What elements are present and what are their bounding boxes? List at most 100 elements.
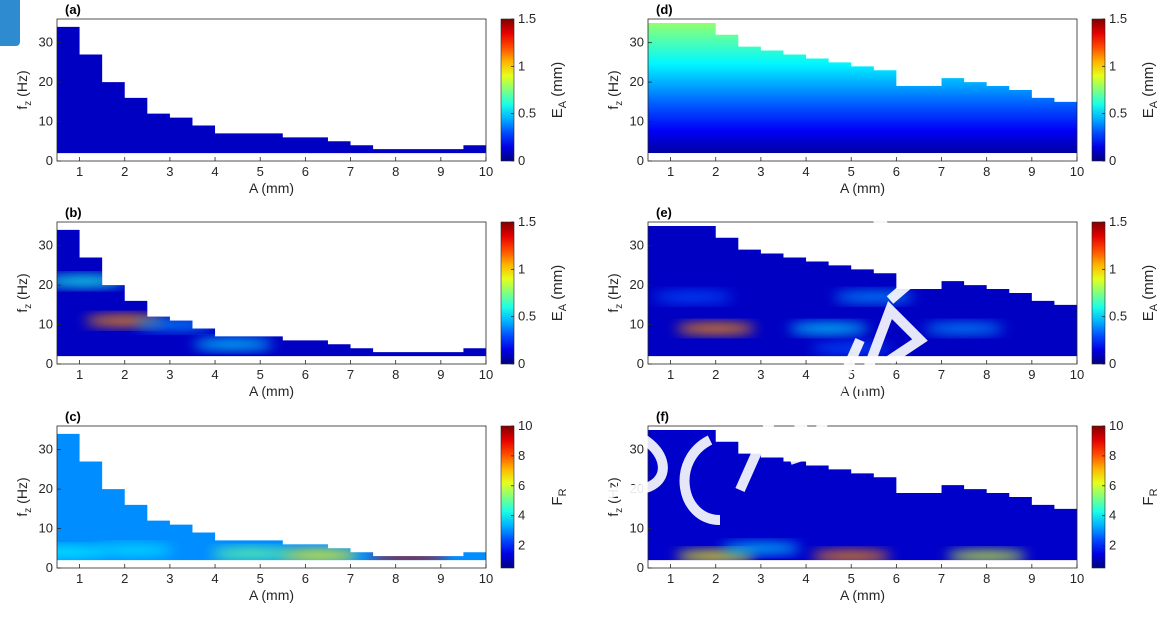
x-tick-label: 2 (712, 367, 719, 382)
panel-c: 1 2 3 4 5 6 7 8 9 10 0 10 20 30 A (mm) fz (Hz) (c) 2 4 6 8 10… (14, 409, 569, 603)
colorbar-tick-label: 4 (518, 508, 525, 523)
panel-f: 1 2 3 4 5 6 7 8 9 10 0 10 20 30 A (mm) fz (Hz) (f) 2 4 6 8 10… (605, 409, 1160, 603)
hotspot-1 (788, 323, 869, 334)
x-tick-label: 3 (757, 571, 764, 586)
panel-b: 1 2 3 4 5 6 7 8 9 10 0 10 20 30 A (mm) fz (Hz) (b) 0 0.5 1 1… (14, 205, 569, 399)
y-axis-label: fz (Hz) (14, 477, 34, 516)
x-tick-label: 6 (302, 367, 309, 382)
colorbar (1091, 18, 1106, 162)
heatmap-field (648, 22, 1077, 154)
heatmap-field (648, 225, 1077, 357)
x-tick-label: 6 (302, 571, 309, 586)
colorbar-tick-label: 8 (518, 448, 525, 463)
x-tick-label: 2 (121, 164, 128, 179)
heatmap-field (57, 229, 486, 357)
x-tick-label: 2 (712, 164, 719, 179)
colorbar-label: EA (mm) (549, 265, 569, 322)
colorbar-tick-label: 2 (518, 538, 525, 553)
y-tick-label: 30 (630, 35, 644, 50)
x-axis-label: A (mm) (840, 180, 885, 196)
x-tick-label: 3 (166, 571, 173, 586)
x-tick-label: 7 (938, 367, 945, 382)
hotspot-2 (924, 323, 1005, 334)
colorbar-tick-label: 2 (1109, 538, 1116, 553)
colorbar-tick-label: 1 (1109, 261, 1116, 276)
x-tick-label: 10 (1070, 367, 1084, 382)
y-tick-label: 30 (39, 442, 53, 457)
x-tick-label: 4 (211, 164, 218, 179)
x-tick-label: 9 (1028, 367, 1035, 382)
x-tick-label: 8 (392, 367, 399, 382)
colorbar-tick-label: 1.5 (518, 214, 536, 229)
axes-box (56, 425, 487, 569)
y-tick-label: 20 (39, 277, 53, 292)
colorbar (1091, 425, 1106, 569)
colorbar-label: FR (1140, 488, 1160, 505)
colorbar-tick-label: 0 (1109, 356, 1116, 371)
colorbar-tick-label: 1 (518, 261, 525, 276)
x-tick-label: 9 (1028, 571, 1035, 586)
hotspot-1 (278, 550, 359, 561)
y-tick-label: 10 (630, 317, 644, 332)
y-tick-label: 0 (637, 560, 644, 575)
colorbar (500, 221, 515, 365)
x-tick-label: 9 (437, 367, 444, 382)
colorbar-tick-label: 6 (518, 478, 525, 493)
colorbar-label: EA (mm) (1140, 62, 1160, 119)
axes-box (647, 18, 1078, 162)
x-tick-label: 6 (893, 164, 900, 179)
hotspot-0 (811, 551, 892, 561)
panel-label: (d) (656, 2, 673, 17)
y-tick-label: 0 (46, 356, 53, 371)
colorbar-tick-label: 6 (1109, 478, 1116, 493)
panel-d: 1 2 3 4 5 6 7 8 9 10 0 10 20 30 A (mm) fz (Hz) (d) 0 0.5 1 1… (605, 2, 1160, 196)
x-tick-label: 2 (121, 571, 128, 586)
colorbar (500, 18, 515, 162)
y-tick-label: 30 (39, 35, 53, 50)
y-tick-label: 20 (630, 277, 644, 292)
x-tick-label: 5 (848, 571, 855, 586)
x-tick-label: 7 (347, 571, 354, 586)
panel-label: (b) (65, 205, 82, 220)
colorbar-tick-label: 0 (1109, 153, 1116, 168)
y-axis-label: fz (Hz) (605, 477, 625, 516)
x-tick-label: 10 (1070, 164, 1084, 179)
x-tick-label: 7 (347, 164, 354, 179)
x-axis-label: A (mm) (840, 383, 885, 399)
colorbar-tick-label: 1.5 (1109, 214, 1127, 229)
y-tick-label: 30 (630, 442, 644, 457)
hotspot-3 (720, 543, 801, 554)
colorbar-label: FR (549, 488, 569, 505)
y-tick-label: 10 (630, 114, 644, 129)
y-axis-label: fz (Hz) (605, 273, 625, 312)
x-tick-label: 5 (257, 164, 264, 179)
x-tick-label: 1 (667, 571, 674, 586)
hotspot-0 (675, 323, 756, 334)
x-tick-label: 4 (211, 367, 218, 382)
x-tick-label: 8 (983, 367, 990, 382)
colorbar-tick-label: 10 (518, 418, 532, 433)
hotspot-3 (134, 319, 215, 330)
y-tick-label: 30 (39, 238, 53, 253)
x-axis-label: A (mm) (249, 587, 294, 603)
x-tick-label: 10 (479, 571, 493, 586)
x-tick-label: 6 (893, 367, 900, 382)
x-tick-label: 3 (166, 367, 173, 382)
hotspot-1 (675, 551, 756, 561)
x-tick-label: 5 (257, 367, 264, 382)
colorbar-tick-label: 0.5 (1109, 106, 1127, 121)
x-tick-label: 9 (1028, 164, 1035, 179)
x-tick-label: 4 (802, 367, 809, 382)
colorbar-tick-label: 1.5 (1109, 11, 1127, 26)
panel-label: (c) (65, 409, 81, 424)
x-tick-label: 8 (392, 571, 399, 586)
x-axis-label: A (mm) (249, 180, 294, 196)
x-axis-label: A (mm) (249, 383, 294, 399)
y-tick-label: 20 (630, 481, 644, 496)
x-tick-label: 3 (757, 164, 764, 179)
hotspot-2 (211, 548, 292, 559)
y-tick-label: 20 (39, 74, 53, 89)
x-tick-label: 4 (802, 571, 809, 586)
x-tick-label: 3 (166, 164, 173, 179)
